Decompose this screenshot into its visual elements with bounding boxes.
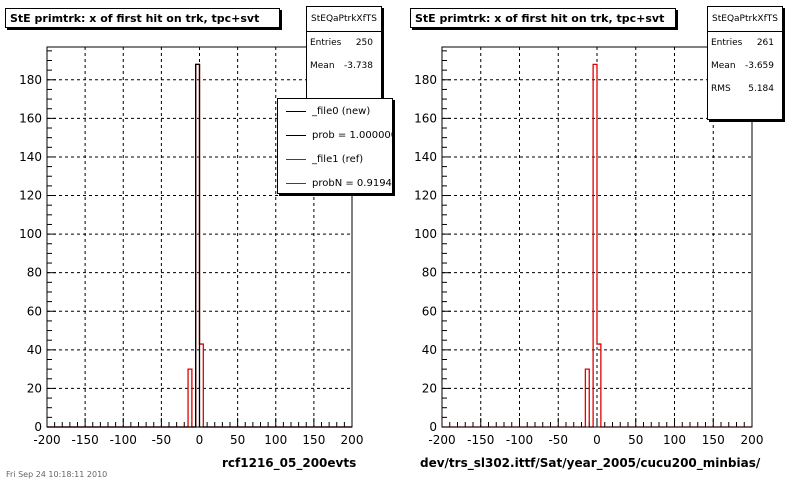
y-tick-label: 40 — [422, 343, 437, 357]
x-tick-label: -100 — [110, 433, 137, 447]
y-tick-label: 60 — [422, 304, 437, 318]
stats-entries-row: Entries 250 — [307, 32, 381, 55]
legend-line-black — [286, 134, 306, 136]
stats-box-right: StEQaPtrkXfTS Entries 261 Mean -3.659 RM… — [707, 6, 783, 120]
legend-box: _file0 (new) prob = 1.000000 _file1 (ref… — [277, 98, 393, 194]
y-tick-label: 40 — [27, 343, 42, 357]
histogram-title-right: StE primtrk: x of first hit on trk, tpc+… — [410, 8, 676, 28]
caption-left: rcf1216_05_200evts — [222, 456, 357, 470]
stats-entries-label: Entries — [711, 38, 743, 48]
legend-entry: _file0 (new) — [278, 99, 392, 123]
plot-area-left: -200 -150 -100 -50 0 50 100 150 200 0 20 40 60 80 100 1… — [19, 46, 364, 447]
legend-entry: prob = 1.000000 — [278, 123, 392, 147]
legend-label: probN = 0.919471 — [312, 177, 392, 189]
x-tick-label: -150 — [72, 433, 99, 447]
histogram-panel-right: -200 -150 -100 -50 0 50 100 150 200 0 20 40 60 80 100 1… — [400, 0, 800, 480]
x-tick-label: -50 — [548, 433, 568, 447]
stats-entries-value: 250 — [355, 38, 373, 48]
x-tick-label: -200 — [33, 433, 60, 447]
x-tick-label: 200 — [741, 433, 764, 447]
plot-frame — [46, 46, 353, 428]
stats-rms-row: RMS 5.184 — [708, 78, 782, 101]
stats-mean-row: Mean -3.738 — [307, 55, 381, 78]
x-tick-label: 100 — [663, 433, 686, 447]
histogram-panel-left: -200 -150 -100 -50 0 50 100 150 200 0 20 40 60 80 100 1… — [5, 6, 393, 479]
stats-rms-label: RMS — [711, 84, 731, 94]
x-tick-label: 50 — [230, 433, 245, 447]
y-tick-label: 80 — [27, 266, 42, 280]
y-tick-label: 80 — [422, 266, 437, 280]
stats-box-left: StEQaPtrkXfTS Entries 250 Mean -3.738 — [306, 6, 382, 100]
plot-frame — [441, 46, 753, 428]
stats-name: StEQaPtrkXfTS — [708, 7, 782, 32]
x-tick-label: -100 — [506, 433, 533, 447]
histogram-title-left: StE primtrk: x of first hit on trk, tpc+… — [5, 8, 280, 28]
y-tick-label: 120 — [414, 189, 437, 203]
y-tick-label: 60 — [27, 304, 42, 318]
stats-entries-value: 261 — [756, 38, 774, 48]
x-tick-label: -50 — [152, 433, 172, 447]
plot-area-right: -200 -150 -100 -50 0 50 100 150 200 0 20 40 60 80 100 1… — [414, 46, 764, 447]
y-tick-label: 180 — [19, 73, 42, 87]
x-tick-label: -200 — [428, 433, 455, 447]
x-tick-label: 150 — [702, 433, 725, 447]
stats-mean-label: Mean — [711, 61, 736, 71]
legend-entry: _file1 (ref) — [278, 147, 392, 171]
y-tick-label: 160 — [414, 111, 437, 125]
stats-rms-value: 5.184 — [748, 84, 774, 94]
y-tick-label: 180 — [414, 73, 437, 87]
legend-entry: probN = 0.919471 — [278, 171, 392, 193]
footer-date: Fri Sep 24 10:18:11 2010 — [6, 470, 108, 479]
x-tick-label: 50 — [628, 433, 643, 447]
legend-line-black — [286, 110, 306, 112]
legend-label: _file1 (ref) — [312, 153, 364, 165]
x-tick-label: 200 — [341, 433, 364, 447]
y-tick-label: 140 — [414, 150, 437, 164]
caption-right: dev/trs_sl302.ittf/Sat/year_2005/cucu200… — [420, 456, 761, 470]
y-tick-label: 0 — [34, 420, 42, 434]
stats-name: StEQaPtrkXfTS — [307, 7, 381, 32]
stats-mean-value: -3.738 — [343, 61, 373, 71]
x-tick-label: 150 — [302, 433, 325, 447]
y-tick-label: 100 — [414, 227, 437, 241]
stats-mean-row: Mean -3.659 — [708, 55, 782, 78]
stats-entries-label: Entries — [310, 38, 342, 48]
y-tick-label: 120 — [19, 189, 42, 203]
y-tick-label: 20 — [422, 381, 437, 395]
histogram-series-line — [442, 63, 752, 428]
y-tick-label: 160 — [19, 111, 42, 125]
x-tick-label: 0 — [196, 433, 204, 447]
stats-entries-row: Entries 261 — [708, 32, 782, 55]
stats-mean-label: Mean — [310, 61, 335, 71]
x-tick-label: -150 — [467, 433, 494, 447]
stats-mean-value: -3.659 — [744, 61, 774, 71]
y-tick-label: 20 — [27, 381, 42, 395]
x-tick-label: 100 — [264, 433, 287, 447]
legend-line-red — [286, 158, 306, 160]
y-tick-label: 0 — [429, 420, 437, 434]
legend-label: prob = 1.000000 — [312, 129, 393, 141]
y-tick-label: 140 — [19, 150, 42, 164]
legend-line-red — [286, 182, 306, 184]
x-tick-label: 0 — [593, 433, 601, 447]
y-tick-label: 100 — [19, 227, 42, 241]
legend-label: _file0 (new) — [312, 105, 371, 117]
